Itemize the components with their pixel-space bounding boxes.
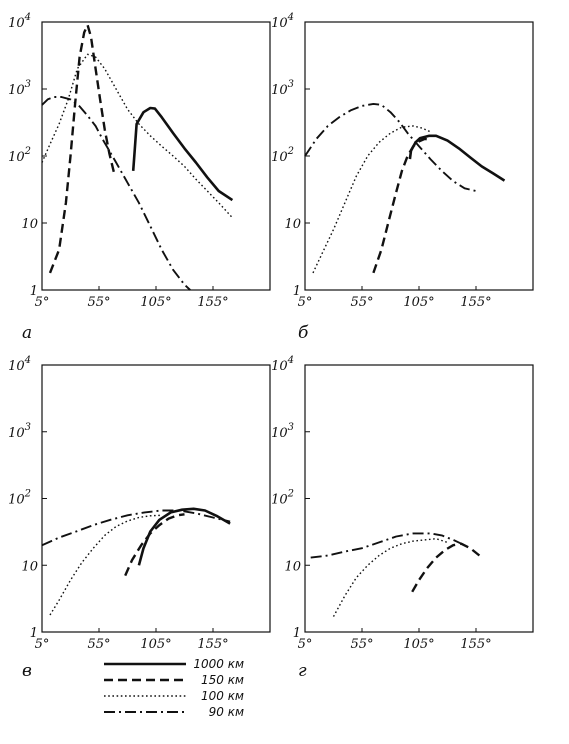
x-tick-label: 105° xyxy=(140,637,171,652)
y-tick-label: 103 xyxy=(8,79,31,98)
x-tick-label: 55° xyxy=(87,295,110,310)
y-tick-label: 103 xyxy=(271,79,294,98)
series-line-solid xyxy=(408,134,506,182)
plot-frame xyxy=(41,364,271,633)
y-tick-exponent: 4 xyxy=(287,355,294,366)
legend-label: 150 км xyxy=(201,673,244,687)
y-tick-exponent: 2 xyxy=(287,146,294,157)
x-tick-label: 5° xyxy=(35,295,50,310)
y-tick-label: 1 xyxy=(293,284,301,299)
series-line-dashed xyxy=(411,542,481,593)
series-line-dashed xyxy=(48,23,115,274)
x-tick-label: 105° xyxy=(140,295,171,310)
y-tick-exponent: 2 xyxy=(24,146,31,157)
series-line-dashdot xyxy=(310,532,466,559)
legend-label: 100 км xyxy=(201,689,244,703)
y-tick-label: 104 xyxy=(8,12,31,31)
chart-panel-4: 1 10 102 103 104 5° 55° 105° 155° г xyxy=(271,355,534,681)
panel-label: а xyxy=(22,323,32,343)
x-tick-label: 155° xyxy=(197,295,228,310)
x-tick-label: 5° xyxy=(298,637,313,652)
y-tick-label: 10 xyxy=(21,559,38,574)
y-tick-exponent: 3 xyxy=(288,422,294,433)
y-tick-label: 102 xyxy=(8,489,31,508)
x-tick-label: 105° xyxy=(403,637,434,652)
chart-panel-2: 1 10 102 103 104 5° 55° 105° 155° б xyxy=(271,12,534,343)
legend: 1000 км 150 км 100 км 90 км xyxy=(104,657,244,719)
y-tick-exponent: 3 xyxy=(288,79,294,90)
legend-label: 90 км xyxy=(209,705,244,719)
series-line-solid xyxy=(131,106,234,202)
y-tick-exponent: 4 xyxy=(24,355,31,366)
x-tick-label: 5° xyxy=(298,295,313,310)
y-tick-exponent: 3 xyxy=(25,79,31,90)
series-line-dashdot xyxy=(41,509,231,547)
y-tick-exponent: 2 xyxy=(287,489,294,500)
chart-panel-1: 1 10 102 103 104 5° 55° 105° 155° а xyxy=(8,12,271,343)
y-tick-label: 104 xyxy=(271,12,294,31)
y-tick-exponent: 4 xyxy=(287,12,294,23)
y-tick-label: 10 xyxy=(21,217,38,232)
panel-label: г xyxy=(298,661,307,681)
y-tick-label: 104 xyxy=(8,355,31,374)
x-tick-label: 105° xyxy=(403,295,434,310)
series-line-dotted xyxy=(312,125,431,274)
chart-panel-3: 1 10 102 103 104 5° 55° 105° 155° в xyxy=(8,355,271,681)
x-tick-label: 55° xyxy=(350,295,373,310)
plot-frame xyxy=(304,364,534,633)
y-tick-label: 1 xyxy=(293,626,301,641)
plot-frame xyxy=(41,21,271,291)
series-line-dashdot xyxy=(41,96,191,291)
series-line-dotted xyxy=(49,514,162,616)
x-tick-label: 55° xyxy=(350,637,373,652)
y-tick-label: 103 xyxy=(271,422,294,441)
y-tick-exponent: 4 xyxy=(24,12,31,23)
plot-frame xyxy=(304,21,534,291)
y-tick-exponent: 3 xyxy=(25,422,31,433)
y-tick-label: 10 xyxy=(284,217,301,232)
y-tick-label: 10 xyxy=(284,559,301,574)
series-line-dashed xyxy=(372,137,431,274)
y-tick-label: 103 xyxy=(8,422,31,441)
legend-label: 1000 км xyxy=(193,657,244,671)
x-tick-label: 155° xyxy=(460,637,491,652)
x-tick-label: 55° xyxy=(87,637,110,652)
y-tick-label: 104 xyxy=(271,355,294,374)
y-tick-label: 102 xyxy=(271,146,294,165)
y-tick-label: 102 xyxy=(8,146,31,165)
series-line-dotted xyxy=(41,53,233,219)
series-line-dotted xyxy=(332,538,448,617)
x-tick-label: 5° xyxy=(35,637,50,652)
y-tick-label: 1 xyxy=(30,626,38,641)
y-tick-label: 1 xyxy=(30,284,38,299)
series-line-dashed xyxy=(124,513,185,577)
series-line-dashdot xyxy=(304,102,477,192)
x-tick-label: 155° xyxy=(197,637,228,652)
panel-label: б xyxy=(298,323,309,343)
y-tick-label: 102 xyxy=(271,489,294,508)
y-tick-exponent: 2 xyxy=(24,489,31,500)
series-line-solid xyxy=(137,507,231,566)
panel-label: в xyxy=(22,661,32,681)
x-tick-label: 155° xyxy=(460,295,491,310)
